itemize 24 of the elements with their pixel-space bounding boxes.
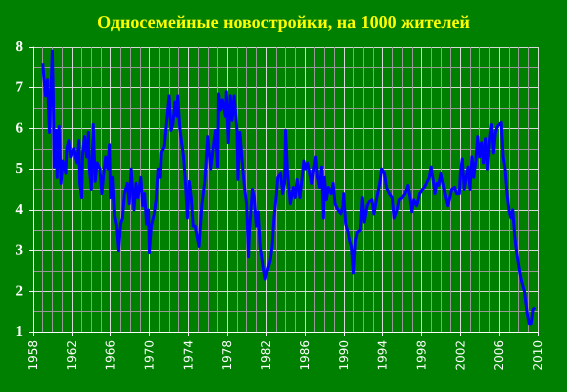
y-tick-label: 2 — [16, 283, 23, 300]
x-tick-label: 1970 — [142, 340, 157, 371]
y-tick-label: 3 — [16, 242, 23, 259]
x-tick-label: 1966 — [104, 340, 118, 371]
x-tick-label: 1974 — [181, 340, 196, 371]
x-tick-label: 2002 — [453, 340, 468, 371]
x-tick-label: 1982 — [259, 340, 274, 371]
x-tick-label: 1998 — [414, 340, 428, 371]
x-tick-label: 2006 — [492, 340, 506, 371]
y-tick-label: 4 — [16, 202, 24, 218]
x-tick-label: 1978 — [220, 340, 234, 371]
y-tick-label: 8 — [16, 39, 23, 55]
y-tick-label: 1 — [16, 324, 23, 340]
y-tick-label: 7 — [16, 80, 24, 96]
line-series — [41, 50, 537, 326]
y-tick-label: 6 — [16, 120, 24, 136]
x-tick-label: 2010 — [531, 340, 545, 371]
x-tick-label: 1958 — [26, 340, 40, 371]
y-tick-label: 5 — [16, 161, 23, 178]
x-tick-label: 1962 — [64, 340, 79, 371]
chart-title: Односемейные новостройки, на 1000 жителей — [97, 12, 470, 32]
x-tick-label: 1986 — [298, 340, 312, 371]
x-tick-label: 1990 — [336, 340, 351, 371]
x-tick-label: 1994 — [376, 340, 390, 371]
